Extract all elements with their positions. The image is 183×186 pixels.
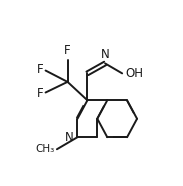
Text: OH: OH [126,67,144,80]
Text: N: N [65,131,74,144]
Text: CH₃: CH₃ [35,144,54,154]
Text: F: F [64,44,71,57]
Text: F: F [37,63,43,76]
Text: N: N [101,48,109,61]
Text: F: F [37,87,43,100]
